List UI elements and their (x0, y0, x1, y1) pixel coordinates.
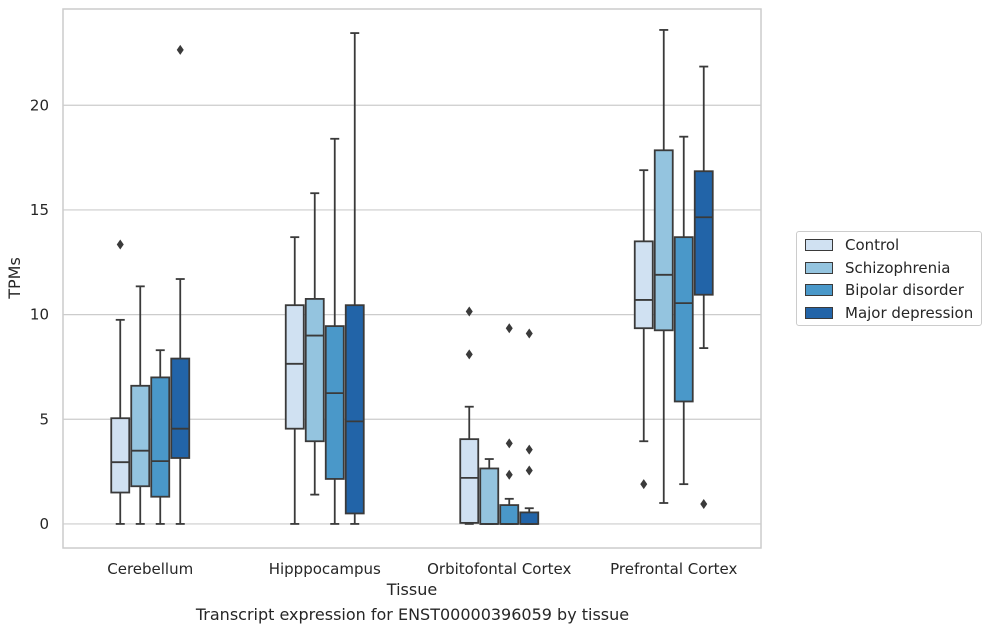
box-body (633, 240, 654, 330)
x-tick-labels: Cerebellum Hipppocampus Orbitofontal Corte… (107, 560, 737, 578)
outlier-point (465, 306, 473, 317)
outlier-point (465, 349, 473, 360)
legend-swatch (805, 284, 833, 296)
box-control (459, 306, 480, 525)
y-tick-label: 5 (39, 410, 49, 428)
outlier-point (525, 444, 533, 455)
box-body (150, 376, 171, 498)
legend-label: Control (845, 236, 900, 254)
x-tick-label: Hipppocampus (269, 560, 381, 578)
legend-label: Schizophrenia (845, 258, 951, 277)
outlier-point (505, 438, 513, 449)
legend-item: Schizophrenia (805, 259, 950, 277)
box-major-depression (170, 44, 191, 525)
box-body (499, 504, 520, 525)
box-control (633, 169, 654, 490)
box-schizophrenia (653, 29, 674, 504)
box-major-depression (344, 32, 365, 525)
outlier-point (640, 479, 648, 490)
box-body (170, 357, 191, 459)
y-tick-label: 0 (39, 515, 49, 533)
box-groups (110, 29, 714, 525)
y-tick-label: 10 (30, 306, 49, 324)
legend-label: Major depression (845, 303, 974, 322)
box-body (344, 304, 365, 515)
legend-item: Control (805, 236, 899, 254)
y-tick-label: 20 (30, 96, 49, 114)
legend-swatch (805, 239, 833, 251)
legend-swatch (805, 306, 833, 319)
box-major-depression (693, 65, 714, 510)
box-major-depression (519, 328, 540, 525)
chart-caption: Transcript expression for ENST0000039605… (195, 605, 630, 624)
plot-frame (62, 8, 762, 549)
box-control (284, 236, 305, 525)
y-axis-label: TPMs (5, 257, 24, 300)
box-bipolar-disorder (150, 349, 171, 525)
box-body (130, 384, 151, 488)
box-body (673, 236, 694, 403)
box-body (459, 438, 480, 524)
box-body (519, 511, 540, 525)
legend-label: Bipolar disorder (845, 281, 964, 299)
box-body (479, 467, 500, 525)
box-schizophrenia (479, 458, 500, 525)
outlier-point (700, 499, 708, 510)
x-axis-label: Tissue (386, 580, 437, 599)
outlier-point (505, 323, 513, 334)
legend-swatch (805, 261, 833, 274)
outlier-point (525, 328, 533, 339)
x-tick-label: Cerebellum (107, 560, 193, 578)
box-body (324, 325, 345, 480)
box-body (653, 149, 674, 332)
box-body (693, 170, 714, 296)
outlier-point (505, 469, 513, 480)
legend-item: Bipolar disorder (805, 281, 964, 299)
legend-item: Major depression (805, 304, 973, 322)
x-tick-label: Orbitofontal Cortex (427, 560, 571, 578)
x-tick-label: Prefrontal Cortex (610, 560, 737, 578)
outlier-point (525, 465, 533, 476)
box-schizophrenia (304, 192, 325, 496)
box-body (304, 298, 325, 443)
box-body (110, 417, 131, 494)
box-control (110, 239, 131, 525)
y-tick-labels: 0 5 10 15 20 (30, 96, 49, 533)
outlier-point (116, 239, 124, 250)
box-schizophrenia (130, 285, 151, 525)
legend: Control Schizophrenia Bipolar disorder Majo… (796, 231, 982, 326)
y-tick-label: 15 (30, 201, 49, 219)
outlier-point (176, 44, 184, 55)
box-body (284, 304, 305, 430)
box-bipolar-disorder (324, 137, 345, 525)
box-bipolar-disorder (673, 135, 694, 486)
box-bipolar-disorder (499, 323, 520, 525)
